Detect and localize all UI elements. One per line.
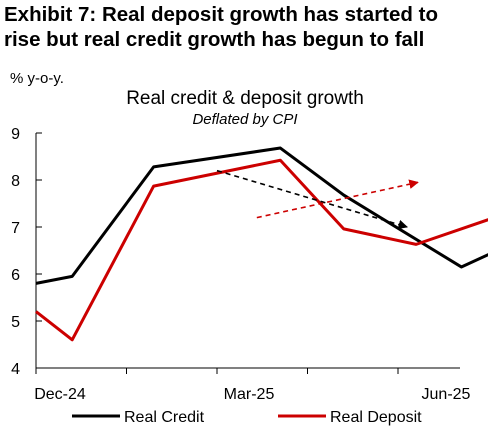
trend-arrow-real-credit	[216, 169, 408, 230]
y-tick-label: 7	[11, 220, 20, 237]
y-tick-label: 9	[11, 126, 20, 143]
x-axis: Dec-24 Mar-25 Jun-25	[34, 367, 471, 403]
y-axis: 4 5 6 7 8 9	[11, 126, 42, 378]
exhibit-title: Exhibit 7: Real deposit growth has start…	[4, 2, 486, 52]
exhibit-title-line2: rise but real credit growth has begun to…	[4, 28, 425, 51]
exhibit-title-line1: Exhibit 7: Real deposit growth has start…	[4, 3, 438, 26]
legend: Real Credit Real Deposit	[72, 409, 422, 426]
trend-arrows	[216, 169, 419, 230]
y-tick-label: 6	[11, 267, 20, 284]
series-line-real-credit	[35, 146, 488, 285]
x-tick-label: Dec-24	[34, 386, 86, 403]
x-tick-label: Jun-25	[422, 386, 471, 403]
y-tick-label: 4	[11, 361, 20, 378]
y-tick-label: 5	[11, 314, 20, 331]
legend-label-real-credit: Real Credit	[124, 409, 205, 426]
y-tick-label: 8	[11, 173, 20, 190]
series-line-real-deposit	[35, 158, 488, 342]
legend-label-real-deposit: Real Deposit	[330, 409, 422, 426]
trend-arrow-real-deposit	[256, 179, 419, 219]
x-tick-label: Mar-25	[224, 386, 275, 403]
chart-title: Real credit & deposit growth	[126, 88, 364, 109]
y-axis-unit-label: % y-o-y.	[10, 70, 64, 87]
series-lines	[35, 146, 488, 342]
chart-subtitle: Deflated by CPI	[192, 111, 297, 128]
